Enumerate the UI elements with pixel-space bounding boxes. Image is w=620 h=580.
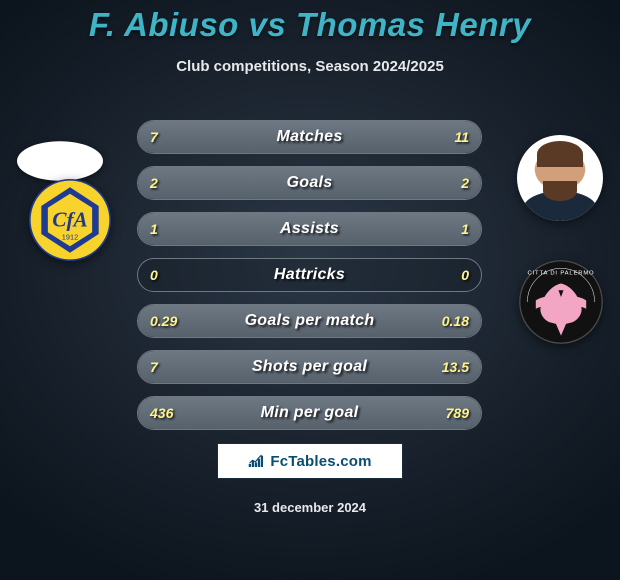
player-right-avatar bbox=[517, 135, 603, 221]
stat-label: Min per goal bbox=[138, 397, 481, 429]
stat-row: 0.290.18Goals per match bbox=[137, 304, 482, 338]
svg-text:1912: 1912 bbox=[62, 233, 78, 242]
content-root: F. Abiuso vs Thomas Henry Club competiti… bbox=[0, 0, 620, 580]
page-subtitle: Club competitions, Season 2024/2025 bbox=[0, 58, 620, 75]
club-crest-left: CfA 1912 bbox=[29, 179, 111, 261]
brand-box[interactable]: FcTables.com bbox=[217, 443, 403, 479]
brand-text: FcTables.com bbox=[270, 453, 371, 470]
date-line: 31 december 2024 bbox=[0, 500, 620, 515]
avatar-beard bbox=[543, 181, 577, 201]
palermo-crest-icon: CITTA DI PALERMO bbox=[519, 260, 603, 344]
stat-row: 713.5Shots per goal bbox=[137, 350, 482, 384]
stat-bars: 711Matches 22Goals 11Assists 00Hattricks 0.2… bbox=[137, 120, 482, 442]
stat-row: 11Assists bbox=[137, 212, 482, 246]
stat-label: Shots per goal bbox=[138, 351, 481, 383]
fctables-logo-icon bbox=[248, 454, 266, 468]
stat-label: Goals bbox=[138, 167, 481, 199]
page-title: F. Abiuso vs Thomas Henry bbox=[0, 0, 620, 44]
player-left-avatar bbox=[17, 141, 103, 181]
stat-row: 711Matches bbox=[137, 120, 482, 154]
svg-text:CITTA DI PALERMO: CITTA DI PALERMO bbox=[528, 270, 595, 276]
svg-text:CfA: CfA bbox=[52, 208, 88, 232]
stat-label: Matches bbox=[138, 121, 481, 153]
modena-crest-icon: CfA 1912 bbox=[29, 179, 111, 261]
stat-row: 436789Min per goal bbox=[137, 396, 482, 430]
avatar-hair bbox=[537, 141, 583, 167]
stat-row: 22Goals bbox=[137, 166, 482, 200]
stat-row: 00Hattricks bbox=[137, 258, 482, 292]
club-crest-right: CITTA DI PALERMO bbox=[519, 260, 603, 344]
stat-label: Assists bbox=[138, 213, 481, 245]
stat-label: Goals per match bbox=[138, 305, 481, 337]
stat-label: Hattricks bbox=[138, 259, 481, 291]
